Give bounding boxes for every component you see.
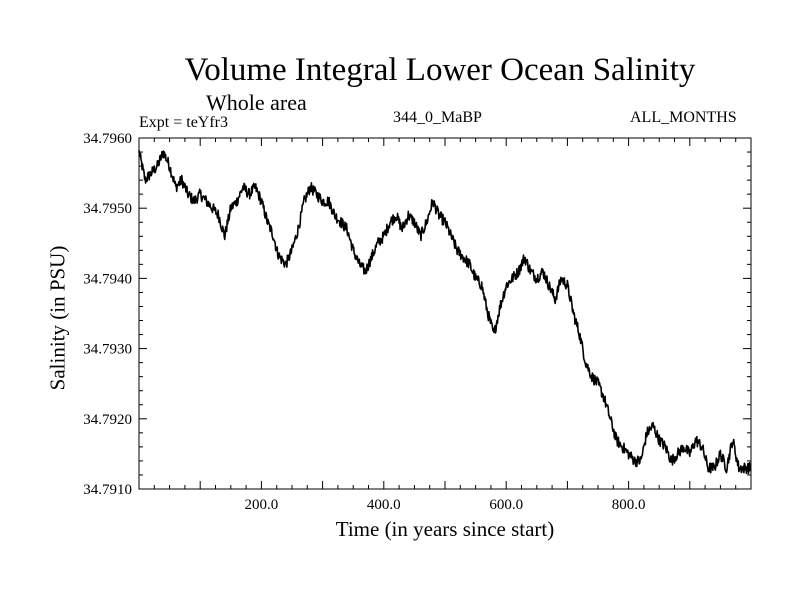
y-tick-label: 34.7910: [83, 482, 132, 498]
x-tick-label: 800.0: [612, 497, 646, 513]
x-tick-label: 600.0: [489, 497, 523, 513]
chart-title: Volume Integral Lower Ocean Salinity: [184, 52, 696, 88]
y-tick-label: 34.7960: [83, 131, 132, 147]
y-tick-label: 34.7930: [83, 342, 132, 358]
y-axis-label: Salinity (in PSU): [45, 245, 70, 391]
y-tick-label: 34.7950: [83, 201, 132, 217]
axis-ticks: [138, 137, 752, 490]
salinity-series-line: [138, 150, 752, 475]
axis-tick-labels: 200.0 400.0 600.0 800.0 34.7910 34.7920 34.793…: [83, 131, 645, 513]
x-axis-label: Time (in years since start): [335, 517, 555, 541]
run-label: 344_0_MaBP: [393, 109, 482, 126]
x-tick-label: 200.0: [245, 497, 279, 513]
period-label: ALL_MONTHS: [630, 109, 737, 126]
x-tick-label: 400.0: [367, 497, 401, 513]
y-tick-label: 34.7940: [83, 271, 132, 287]
experiment-label: Expt = teYfr3: [139, 114, 228, 131]
y-tick-label: 34.7920: [83, 412, 132, 428]
chart-subtitle: Whole area: [206, 90, 307, 115]
